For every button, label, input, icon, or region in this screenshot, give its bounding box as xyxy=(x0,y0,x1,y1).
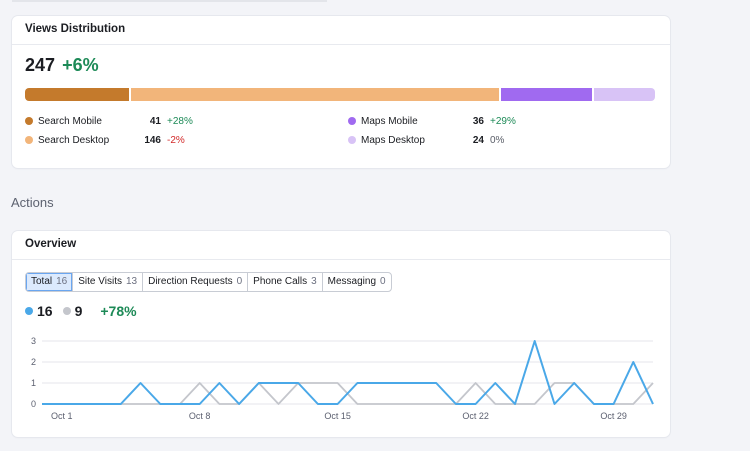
y-tick-label: 3 xyxy=(31,336,36,346)
legend-item-search-desktop: Search Desktop 146 -2% xyxy=(25,133,185,147)
y-tick-label: 0 xyxy=(31,399,36,409)
legend-value: 24 xyxy=(472,134,484,146)
x-tick-label: Oct 1 xyxy=(51,411,73,421)
legend-item-search-mobile: Search Mobile 41 +28% xyxy=(25,114,193,128)
current-period-line xyxy=(42,340,654,405)
tab-label: Phone Calls xyxy=(253,276,308,287)
legend-dot xyxy=(25,136,33,144)
actions-section-title: Actions xyxy=(11,195,54,210)
current-period-value: 16 xyxy=(37,303,53,319)
y-tick-label: 1 xyxy=(31,378,36,388)
overview-tab-group: Total 16 Site Visits 13 Direction Requests 0 P… xyxy=(25,272,392,292)
overview-delta: +78% xyxy=(100,303,137,319)
legend-change: +29% xyxy=(490,115,516,127)
top-divider xyxy=(12,0,327,2)
tab-site-visits[interactable]: Site Visits 13 xyxy=(73,273,144,291)
overview-card-title: Overview xyxy=(12,231,670,260)
tab-count: 16 xyxy=(56,276,68,287)
legend-change: -2% xyxy=(167,134,185,146)
views-card-title: Views Distribution xyxy=(12,16,670,45)
legend-change: +28% xyxy=(167,115,193,127)
x-tick-label: Oct 22 xyxy=(462,411,489,421)
legend-item-maps-mobile: Maps Mobile 36 +29% xyxy=(348,114,516,128)
legend-dot xyxy=(25,117,33,125)
legend-label: Maps Mobile xyxy=(361,115,418,127)
legend-label: Maps Desktop xyxy=(361,134,425,146)
tab-messaging[interactable]: Messaging 0 xyxy=(323,273,391,291)
legend-dot xyxy=(348,136,356,144)
views-total-delta: +6% xyxy=(62,55,99,75)
legend-label: Search Desktop xyxy=(38,134,110,146)
legend-value: 36 xyxy=(472,115,484,127)
tab-label: Direction Requests xyxy=(148,276,233,287)
tab-count: 0 xyxy=(236,276,243,287)
tab-total[interactable]: Total 16 xyxy=(26,273,74,291)
overview-line-chart: 0 1 2 3 Oct 1 Oct 8 Oct 15 Oct 22 Oct 29 xyxy=(31,336,654,421)
tab-count: 13 xyxy=(125,276,138,287)
distribution-segment-search-mobile xyxy=(25,88,129,101)
x-tick-label: Oct 8 xyxy=(189,411,211,421)
tab-label: Total xyxy=(31,276,53,287)
legend-value: 41 xyxy=(149,115,161,127)
overview-card: Overview Total 16 Site Visits 13 Direction R… xyxy=(12,231,670,437)
legend-dot xyxy=(348,117,356,125)
legend-change: 0% xyxy=(490,134,505,146)
y-tick-label: 2 xyxy=(31,357,36,367)
distribution-segment-search-desktop xyxy=(130,88,500,101)
tab-phone-calls[interactable]: Phone Calls 3 xyxy=(248,273,323,291)
legend-item-maps-desktop: Maps Desktop 24 0% xyxy=(348,133,504,147)
previous-period-dot xyxy=(62,307,71,315)
tab-direction-requests[interactable]: Direction Requests 0 xyxy=(143,273,249,291)
tab-label: Messaging xyxy=(327,276,376,287)
current-period-dot xyxy=(25,307,33,315)
x-tick-label: Oct 15 xyxy=(324,411,351,421)
overview-metrics: 16 9 +78% xyxy=(25,302,137,320)
distribution-segment-maps-mobile xyxy=(501,88,593,101)
distribution-segment-maps-desktop xyxy=(594,88,655,101)
views-distribution-card: Views Distribution 247 +6% Search Mobile… xyxy=(12,16,670,168)
previous-period-value: 9 xyxy=(74,303,83,319)
tab-count: 0 xyxy=(380,276,386,287)
x-tick-label: Oct 29 xyxy=(600,411,627,421)
legend-value: 146 xyxy=(144,134,161,146)
views-distribution-bar xyxy=(25,88,655,101)
views-total-value: 247 xyxy=(25,55,56,75)
tab-count: 3 xyxy=(311,276,317,287)
tab-label: Site Visits xyxy=(78,276,122,287)
legend-label: Search Mobile xyxy=(38,115,102,127)
views-total: 247 +6% xyxy=(25,55,99,76)
